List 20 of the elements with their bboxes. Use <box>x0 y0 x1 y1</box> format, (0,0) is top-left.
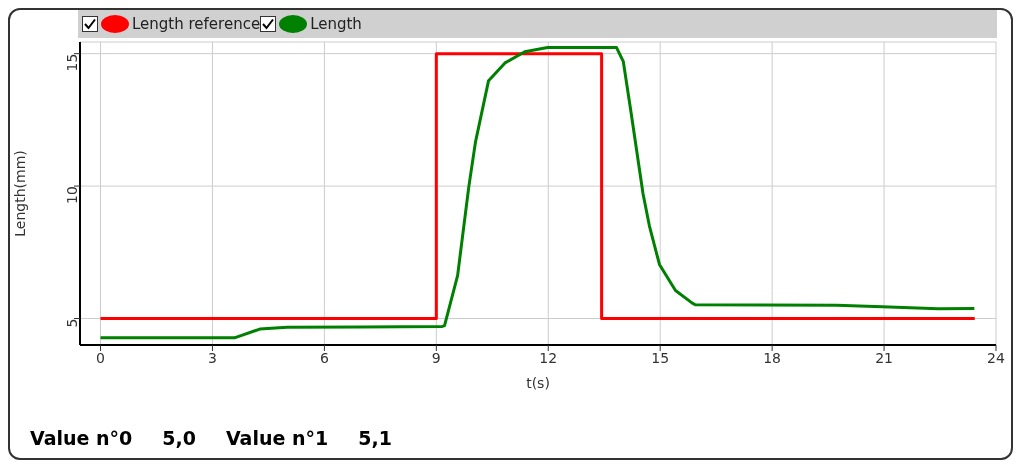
x-tick-label: 18 <box>763 349 782 366</box>
x-tick-label: 21 <box>875 349 893 366</box>
x-tick-label: 12 <box>539 349 558 366</box>
y-axis-title: Length(mm) <box>11 150 28 237</box>
x-tick-label: 9 <box>431 349 441 366</box>
x-tick-label: 0 <box>96 349 105 366</box>
text: 5,0 <box>162 427 196 449</box>
text: Value n°1 <box>225 427 329 449</box>
legend-label: Length <box>310 15 362 33</box>
y-tick-label: 5 <box>63 318 80 328</box>
x-tick-label: 15 <box>651 349 670 366</box>
y-tick-label: 15 <box>63 53 80 72</box>
text: Value n°0 <box>30 427 133 449</box>
x-tick-label: 6 <box>319 349 329 366</box>
y-tick-label: 10 <box>63 186 80 204</box>
text: 5,1 <box>358 427 392 449</box>
legend-label: Length reference <box>132 15 261 33</box>
x-tick-label: 24 <box>987 349 1005 366</box>
x-tick-label: 3 <box>208 349 217 366</box>
x-axis-title: t(s) <box>526 375 550 391</box>
